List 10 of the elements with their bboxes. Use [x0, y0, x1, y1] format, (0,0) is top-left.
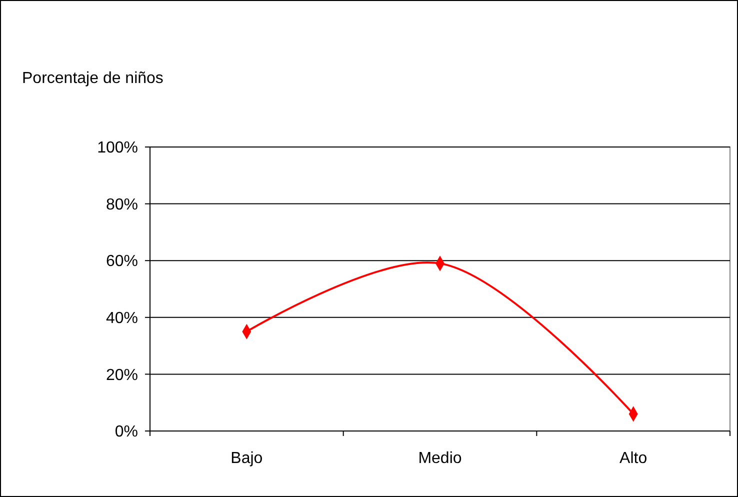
y-tick-label: 40%: [106, 310, 138, 327]
x-tick-label: Medio: [418, 450, 462, 467]
y-tick-label: 20%: [106, 366, 138, 384]
x-tick-label: Bajo: [230, 450, 263, 467]
y-tick-label: 60%: [106, 253, 138, 270]
y-tick-label: 100%: [97, 140, 138, 157]
y-tick-label: 0%: [114, 424, 138, 441]
y-tick-label: 80%: [106, 196, 138, 214]
y-axis-title: Porcentaje de niños: [22, 70, 164, 87]
x-tick-label: Alto: [620, 450, 648, 467]
